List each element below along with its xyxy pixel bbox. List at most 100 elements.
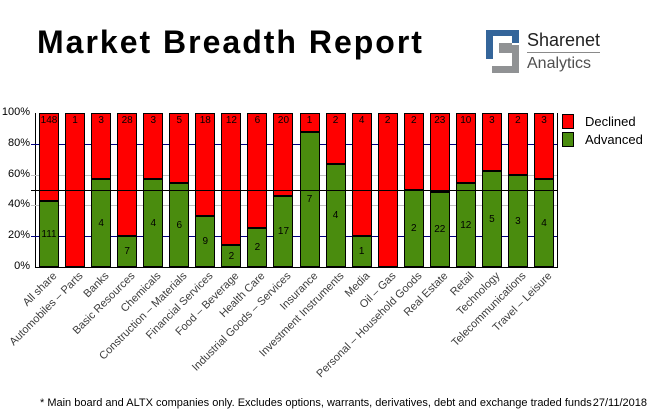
y-tick-80pct: 80% — [7, 136, 30, 149]
declined-count: 28 — [121, 115, 133, 126]
declined-count: 3 — [98, 115, 104, 126]
legend-label-advanced: Advanced — [585, 132, 643, 147]
declined-count: 1 — [72, 115, 78, 126]
segment-advanced: 12 — [455, 183, 476, 267]
advanced-count: 4 — [98, 217, 104, 229]
bar-industrial-goods-services: 20 17 — [273, 113, 294, 267]
declined-count: 2 — [384, 115, 391, 126]
segment-advanced: 2 — [221, 245, 242, 267]
segment-advanced: 1 — [351, 236, 372, 267]
chart-plot-area: 148 111 1 3 4 28 7 3 4 5 6 18 9 12 2 6 2 20 17 1 7 2 4 4 1 2 2 2 23 2… — [31, 113, 558, 268]
segment-advanced: 9 — [195, 216, 216, 267]
legend-item-advanced: Advanced — [562, 132, 643, 147]
segment-declined: 3 — [91, 113, 112, 179]
segment-advanced: 22 — [429, 192, 450, 267]
declined-count: 1 — [306, 115, 313, 126]
advanced-count: 111 — [41, 228, 57, 240]
footnote-text: * Main board and ALTX companies only. Ex… — [40, 397, 592, 409]
declined-count: 3 — [489, 115, 495, 126]
segment-declined: 3 — [533, 113, 554, 179]
declined-count: 3 — [150, 115, 156, 126]
sharenet-logo: Sharenet Analytics — [486, 30, 601, 74]
sharenet-logo-icon — [486, 30, 519, 73]
segment-declined: 148 — [39, 113, 60, 201]
advanced-count: 7 — [306, 194, 313, 205]
segment-declined: 20 — [273, 113, 294, 196]
bar-real-estate: 23 22 — [429, 113, 450, 267]
advanced-count: 4 — [332, 210, 339, 221]
y-tick-20pct: 20% — [7, 229, 30, 242]
logo-subtitle: Analytics — [527, 55, 592, 72]
y-tick-0pct: 0% — [14, 260, 30, 272]
declined-count: 2 — [410, 115, 417, 126]
segment-advanced: 7 — [299, 132, 320, 267]
segment-advanced: 2 — [247, 228, 268, 267]
segment-declined: 18 — [195, 113, 216, 216]
gridline-60pct — [31, 174, 557, 176]
advanced-count: 6 — [176, 219, 183, 231]
advanced-count: 4 — [150, 217, 156, 229]
gridline-50pct — [31, 190, 557, 191]
advanced-color-swatch — [562, 132, 574, 147]
segment-advanced: 3 — [507, 175, 528, 267]
gridline-20pct — [31, 236, 557, 238]
declined-count: 12 — [225, 115, 237, 126]
bar-all-share: 148 111 — [39, 113, 60, 267]
declined-count: 18 — [199, 115, 211, 126]
advanced-count: 17 — [277, 226, 290, 237]
segment-declined: 6 — [247, 113, 268, 228]
y-tick-40pct: 40% — [7, 198, 30, 211]
segment-advanced: 5 — [481, 171, 502, 267]
gridline-80pct — [31, 143, 557, 145]
advanced-count: 9 — [202, 236, 209, 247]
segment-advanced: 111 — [39, 201, 60, 267]
declined-count: 20 — [277, 115, 290, 126]
sharenet-logo-text: Sharenet Analytics — [527, 30, 601, 74]
legend-item-declined: Declined — [562, 114, 643, 129]
segment-advanced: 7 — [117, 236, 138, 267]
declined-count: 148 — [40, 115, 58, 126]
y-tick-60pct: 60% — [7, 167, 30, 180]
gridline-40pct — [31, 205, 557, 207]
advanced-count: 22 — [434, 224, 446, 235]
bar-basic-resources: 28 7 — [117, 113, 138, 267]
segment-declined: 10 — [455, 113, 476, 183]
segment-declined: 4 — [351, 113, 372, 236]
segment-declined: 1 — [299, 113, 320, 132]
advanced-count: 3 — [515, 215, 521, 227]
advanced-count: 4 — [541, 217, 547, 229]
segment-declined: 2 — [325, 113, 346, 164]
segment-advanced: 4 — [143, 179, 164, 267]
declined-count: 23 — [434, 115, 446, 126]
bar-retail: 10 12 — [455, 113, 476, 267]
declined-count: 10 — [460, 115, 472, 126]
legend-label-declined: Declined — [585, 114, 636, 129]
segment-advanced: 2 — [403, 190, 424, 267]
advanced-count: 2 — [410, 223, 417, 234]
report-date: 27/11/2018 — [592, 397, 647, 409]
advanced-count: 7 — [124, 246, 130, 257]
declined-count: 2 — [515, 115, 521, 126]
segment-declined: 2 — [403, 113, 424, 190]
declined-count: 2 — [332, 115, 339, 126]
segment-declined: 23 — [429, 113, 450, 192]
declined-count: 5 — [176, 115, 183, 126]
advanced-count: 1 — [358, 246, 365, 257]
segment-declined: 3 — [481, 113, 502, 171]
segment-declined: 5 — [169, 113, 190, 183]
declined-color-swatch — [562, 114, 574, 129]
bar-food-beverage: 12 2 — [221, 113, 242, 267]
segment-advanced: 17 — [273, 196, 294, 267]
segment-declined: 3 — [143, 113, 164, 179]
segment-declined: 28 — [117, 113, 138, 236]
